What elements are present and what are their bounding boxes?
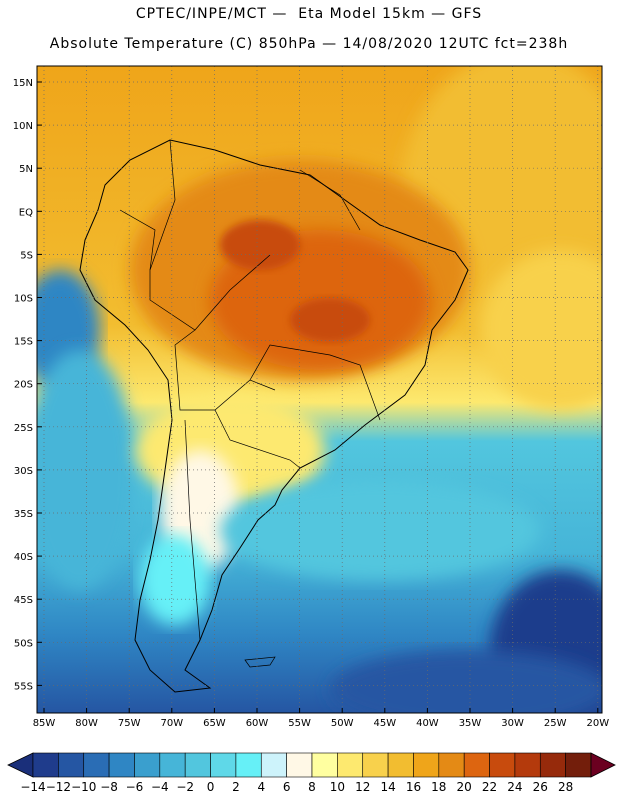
lon-label: 45W <box>373 718 396 729</box>
colorbar-swatch <box>514 752 541 778</box>
lat-label: 50S <box>14 638 33 649</box>
colorbar-label: −10 <box>71 780 96 794</box>
lat-label: 5N <box>19 164 33 175</box>
colorbar-swatch <box>210 752 237 778</box>
longitude-labels: 85W 80W 75W 70W 65W 60W 55W 50W 45W 40W 35W 30W 25W 2… <box>33 708 609 729</box>
colorbar-label: 2 <box>232 780 240 794</box>
colorbar-label: 8 <box>308 780 316 794</box>
colorbar-swatch <box>565 752 592 778</box>
lat-label: 35S <box>14 509 33 520</box>
lon-label: 25W <box>544 718 567 729</box>
colorbar-label: 0 <box>207 780 215 794</box>
lat-label: 40S <box>14 552 33 563</box>
colorbar-label: −8 <box>100 780 118 794</box>
lon-label: 75W <box>118 718 141 729</box>
colorbar-label: 26 <box>533 780 548 794</box>
colorbar-swatch <box>58 752 85 778</box>
colorbar-swatch <box>184 752 211 778</box>
lon-label: 20W <box>586 718 609 729</box>
lon-label: 80W <box>75 718 98 729</box>
colorbar-swatch <box>539 752 566 778</box>
colorbar-swatch <box>362 752 389 778</box>
colorbar-label: 12 <box>355 780 370 794</box>
colorbar-label: 18 <box>431 780 446 794</box>
colorbar-label: 4 <box>257 780 265 794</box>
lon-label: 65W <box>203 718 226 729</box>
colorbar: −14 −12 −10 −8 −6 −4 −2 0 2 4 6 8 10 12 14 16 18 20 22 24 26… <box>7 752 616 794</box>
lat-label: 55S <box>14 681 33 692</box>
colorbar-swatch <box>159 752 186 778</box>
latitude-labels: 15N 10N 5N EQ 5S 10S 15S 20S 25S 30S 35S 40S 45S 50S 5… <box>13 78 42 692</box>
colorbar-swatch <box>32 752 59 778</box>
colorbar-swatch <box>235 752 262 778</box>
colorbar-swatch <box>489 752 516 778</box>
colorbar-swatch <box>463 752 490 778</box>
lon-label: 30W <box>501 718 524 729</box>
lat-label: 45S <box>14 595 33 606</box>
lon-label: 40W <box>416 718 439 729</box>
colorbar-swatch <box>413 752 440 778</box>
lat-label: 20S <box>14 380 33 391</box>
colorbar-label: 20 <box>457 780 472 794</box>
colorbar-swatch <box>134 752 161 778</box>
lon-label: 85W <box>33 718 56 729</box>
colorbar-label: 24 <box>507 780 522 794</box>
lat-label: 15S <box>14 337 33 348</box>
colorbar-label: −6 <box>126 780 144 794</box>
colorbar-under-arrow <box>7 752 34 778</box>
colorbar-swatch <box>311 752 338 778</box>
colorbar-label: −12 <box>46 780 71 794</box>
colorbar-label: −4 <box>151 780 169 794</box>
temperature-field <box>37 66 602 713</box>
falkland-islands <box>244 656 276 668</box>
country-borders <box>119 139 381 641</box>
lat-label: 10N <box>13 121 33 132</box>
south-america-coastline <box>79 139 469 693</box>
colorbar-swatch <box>260 752 287 778</box>
colorbar-swatch <box>108 752 135 778</box>
chart-title-line-1: CPTEC/INPE/MCT — Eta Model 15km — GFS <box>135 6 483 22</box>
colorbar-label: 22 <box>482 780 497 794</box>
lon-label: 60W <box>246 718 269 729</box>
lat-label: 10S <box>14 294 33 305</box>
lon-label: 70W <box>160 718 183 729</box>
colorbar-swatch <box>337 752 364 778</box>
lat-label: 5S <box>20 250 33 261</box>
colorbar-label: 28 <box>558 780 573 794</box>
colorbar-swatch <box>438 752 465 778</box>
chart-title-line-2: Absolute Temperature (C) 850hPa — 14/08/… <box>49 36 569 52</box>
colorbar-over-arrow <box>590 752 616 778</box>
lon-label: 50W <box>331 718 354 729</box>
colorbar-label: 10 <box>330 780 345 794</box>
lat-label: 30S <box>14 466 33 477</box>
colorbar-swatch <box>387 752 414 778</box>
lat-label: 25S <box>14 423 33 434</box>
colorbar-label: 16 <box>406 780 421 794</box>
colorbar-label: −2 <box>176 780 194 794</box>
colorbar-label: −14 <box>20 780 45 794</box>
colorbar-swatch <box>286 752 313 778</box>
colorbar-label: 14 <box>380 780 395 794</box>
plot-frame <box>36 65 603 714</box>
lon-label: 35W <box>459 718 482 729</box>
colorbar-label: 6 <box>283 780 291 794</box>
lon-label: 55W <box>288 718 311 729</box>
lat-label: EQ <box>19 207 33 218</box>
colorbar-swatch <box>83 752 110 778</box>
lat-label: 15N <box>13 78 33 89</box>
